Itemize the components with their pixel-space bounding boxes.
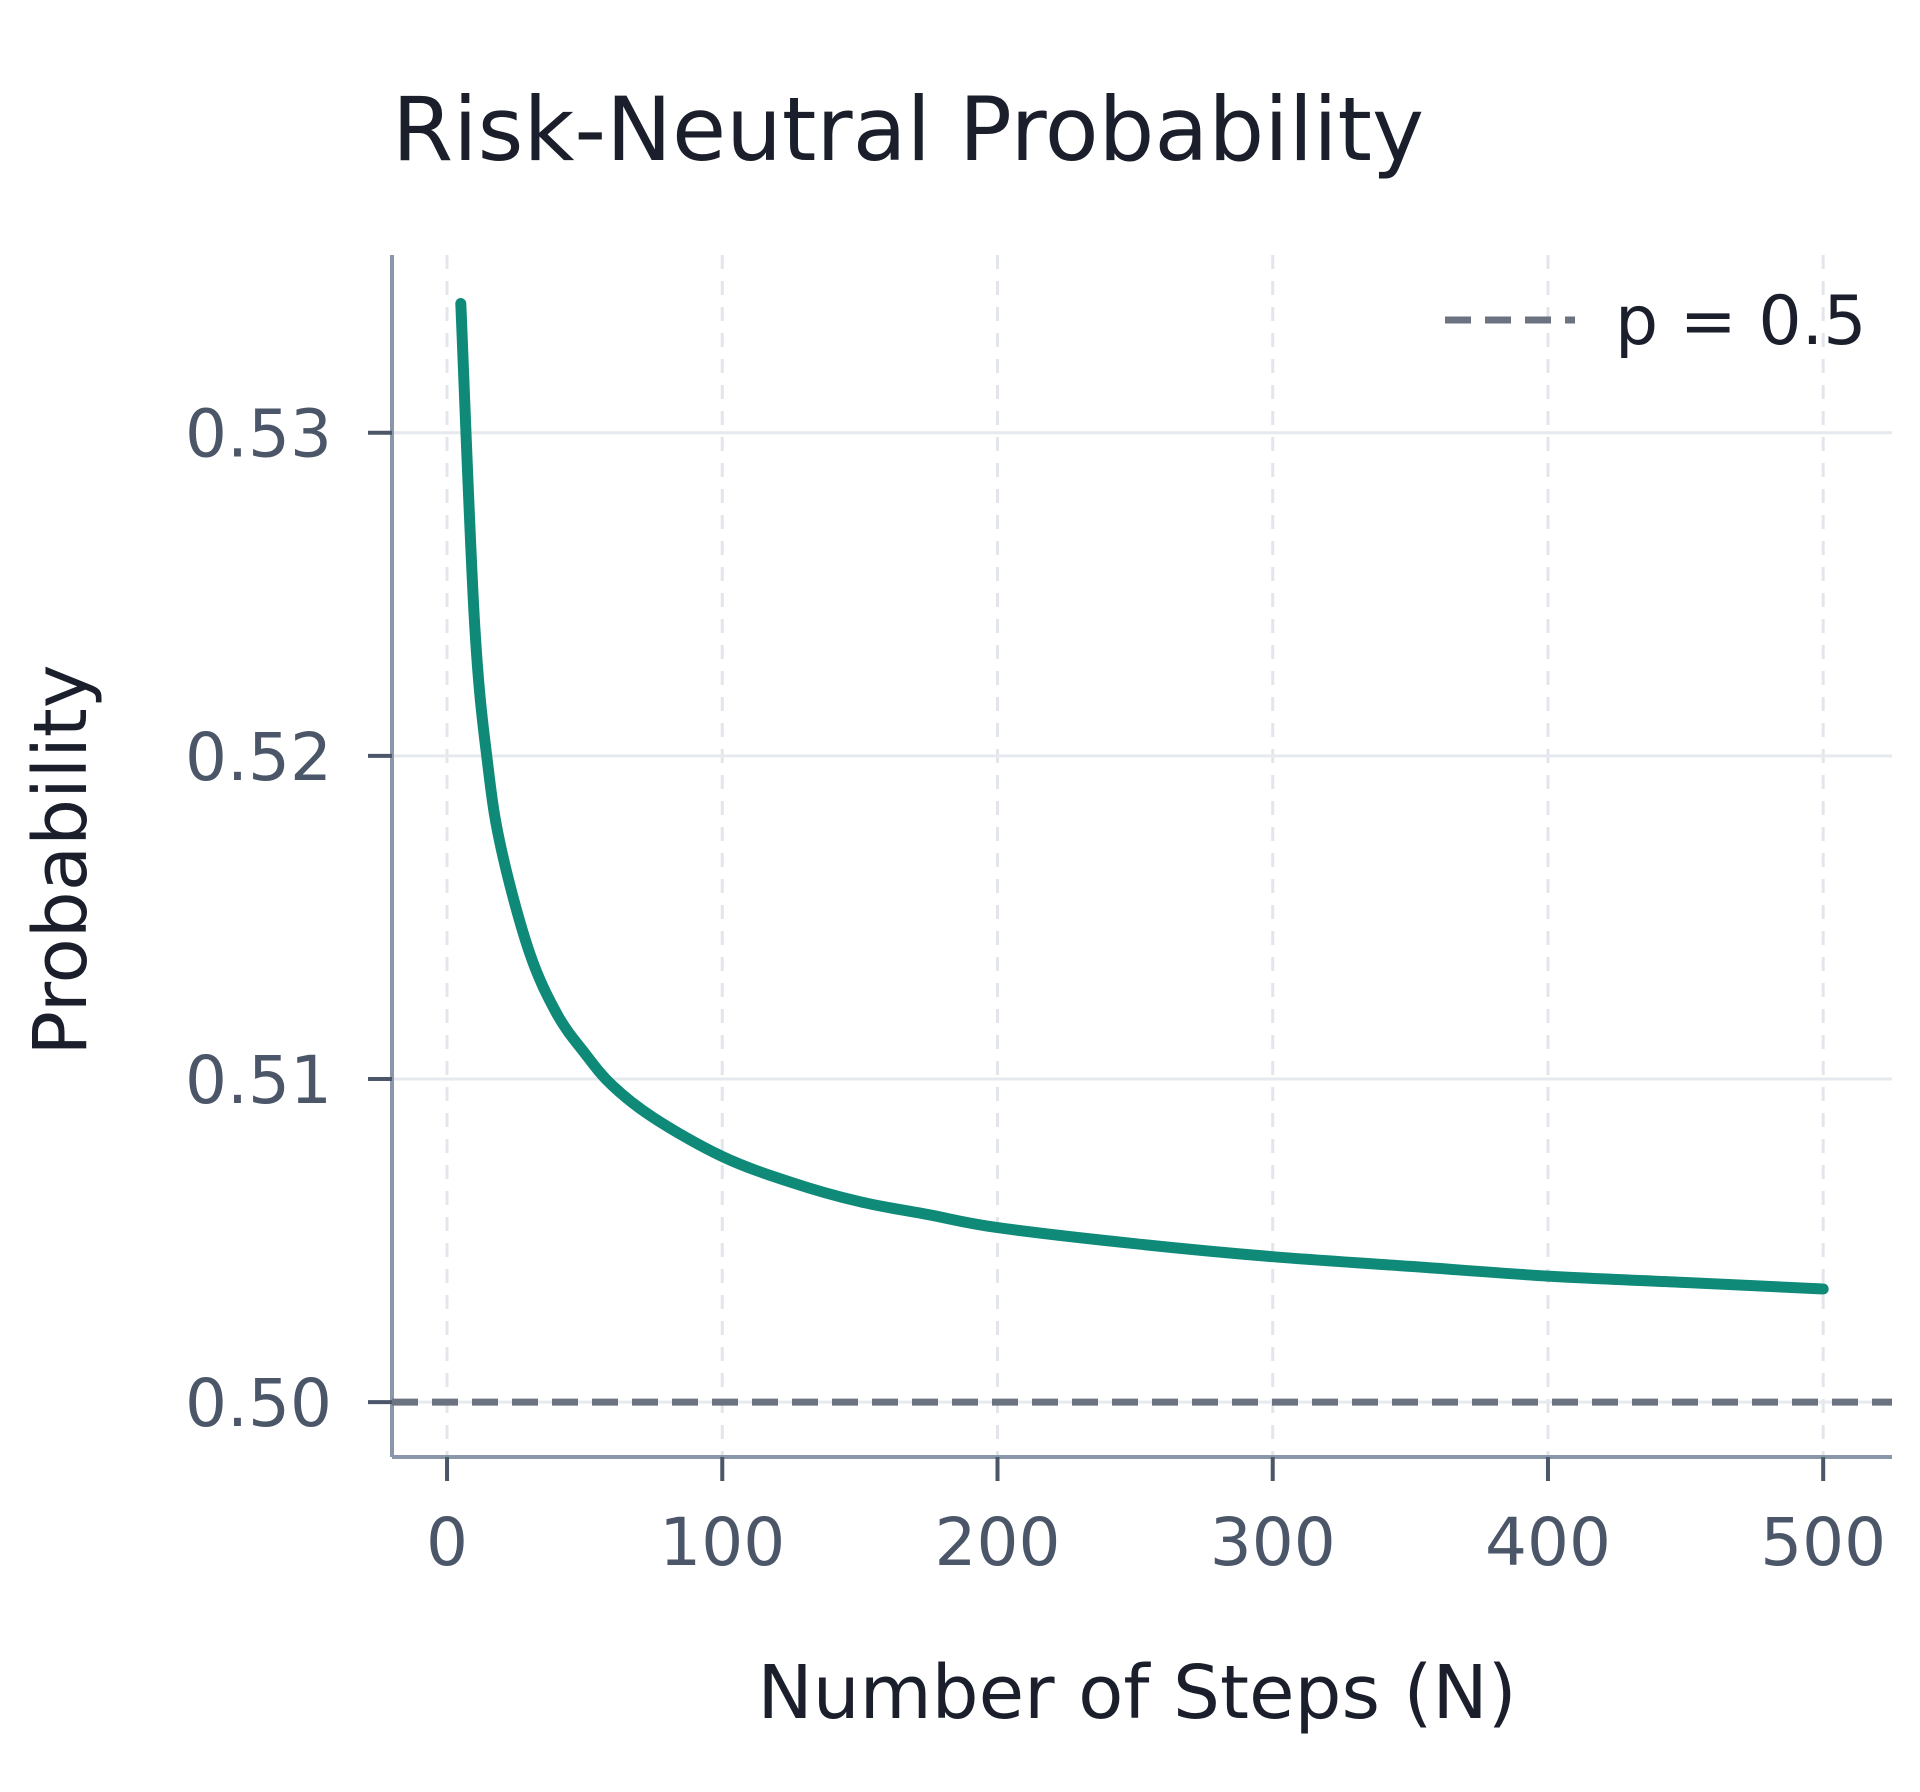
legend: p = 0.5 xyxy=(1445,282,1867,361)
chart-title: Risk-Neutral Probability xyxy=(392,78,1424,181)
x-tick-label-300: 300 xyxy=(1210,1504,1336,1581)
x-tick-label-400: 400 xyxy=(1485,1504,1611,1581)
series-layer xyxy=(392,298,1892,1406)
x-tick-label-100: 100 xyxy=(659,1504,785,1581)
ticks-layer: 0 100 200 300 400 500 0.50 0.51 0.52 0.53 xyxy=(185,396,1886,1581)
y-tick-label-0.52: 0.52 xyxy=(185,719,332,796)
x-axis-title: Number of Steps (N) xyxy=(757,1650,1516,1736)
y-tick-label-0.51: 0.51 xyxy=(185,1042,332,1119)
series-line-0 xyxy=(455,298,1829,1295)
legend-label-p-0-5: p = 0.5 xyxy=(1615,282,1867,361)
axes-layer xyxy=(390,255,1892,1459)
x-tick-label-0: 0 xyxy=(426,1504,468,1581)
y-tick-label-0.53: 0.53 xyxy=(185,396,332,473)
y-axis-title: Probability xyxy=(18,664,104,1055)
y-tick-label-0.50: 0.50 xyxy=(185,1365,332,1442)
x-tick-label-500: 500 xyxy=(1760,1504,1886,1581)
x-tick-label-200: 200 xyxy=(935,1504,1061,1581)
